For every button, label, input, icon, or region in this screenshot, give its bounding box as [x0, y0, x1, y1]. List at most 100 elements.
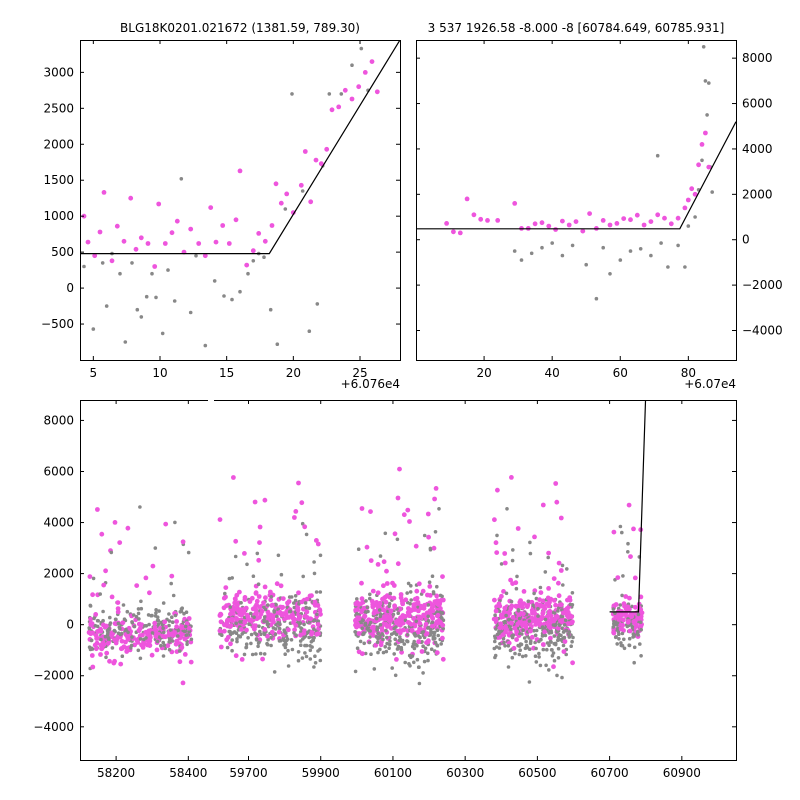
gray-data-point — [524, 639, 528, 644]
magenta-data-point — [120, 620, 126, 626]
gray-data-point — [528, 551, 533, 556]
y-tick-label: 500 — [51, 245, 74, 259]
gray-data-point — [639, 627, 643, 632]
gray-data-point — [303, 601, 308, 605]
x-tick-label: 60700 — [591, 766, 629, 780]
magenta-data-point — [276, 617, 281, 623]
magenta-data-point — [296, 480, 301, 486]
gray-data-point — [513, 651, 517, 656]
gray-data-point — [170, 615, 174, 619]
magenta-data-point — [383, 599, 389, 605]
gray-data-point — [562, 636, 566, 640]
magenta-data-point — [259, 608, 265, 614]
gray-data-point — [122, 617, 127, 621]
magenta-data-point — [286, 615, 292, 620]
gray-data-point — [167, 623, 171, 628]
magenta-data-point — [580, 228, 586, 234]
magenta-data-point — [244, 262, 250, 268]
panel-full-lightcurve: 58200 58400 59700 59900 60100 60300 60500 60700… — [33, 396, 737, 780]
magenta-data-point — [109, 258, 115, 264]
magenta-data-point — [308, 616, 313, 622]
magenta-data-point — [297, 614, 303, 620]
gray-data-point — [538, 585, 543, 590]
magenta-data-point — [239, 657, 245, 662]
magenta-data-point — [221, 605, 227, 611]
magenta-data-point — [188, 226, 194, 232]
magenta-data-point — [551, 664, 556, 670]
gray-data-point — [156, 618, 161, 623]
gray-data-point — [514, 586, 519, 591]
magenta-data-point — [675, 215, 681, 221]
gray-data-point — [304, 605, 309, 610]
magenta-data-point — [302, 149, 308, 154]
magenta-data-point — [403, 597, 409, 603]
magenta-data-point — [318, 611, 323, 617]
magenta-data-point — [158, 625, 163, 631]
magenta-data-point — [373, 642, 379, 648]
magenta-data-point — [308, 199, 314, 205]
magenta-data-point — [530, 618, 536, 624]
gray-data-point — [353, 669, 358, 674]
magenta-data-point — [90, 592, 95, 598]
gray-data-point — [533, 654, 538, 658]
magenta-data-point — [520, 604, 525, 610]
y-tick-label: 4000 — [742, 142, 773, 156]
magenta-data-point — [401, 627, 406, 633]
gray-data-point — [376, 650, 380, 655]
gray-data-point — [396, 611, 401, 615]
gray-data-point — [167, 647, 172, 652]
gray-data-point — [262, 255, 266, 259]
magenta-data-point — [438, 598, 444, 603]
magenta-data-point — [397, 466, 402, 472]
gray-data-point — [374, 616, 379, 621]
gray-data-point — [147, 622, 151, 627]
gray-data-point — [388, 591, 393, 596]
gray-data-point — [395, 647, 400, 651]
magenta-data-point — [304, 609, 310, 615]
magenta-data-point — [492, 597, 497, 603]
gray-data-point — [395, 537, 400, 542]
gray-data-point — [510, 558, 515, 563]
magenta-data-point — [242, 551, 247, 556]
magenta-data-point — [179, 645, 185, 650]
magenta-data-point — [242, 595, 248, 600]
magenta-data-point — [359, 596, 365, 602]
gray-data-point — [408, 664, 412, 668]
gray-data-point — [312, 665, 316, 669]
magenta-data-point — [222, 628, 227, 634]
gray-data-point — [276, 553, 281, 558]
gray-data-point — [415, 657, 420, 662]
gray-data-point — [99, 637, 103, 642]
magenta-data-point — [132, 642, 138, 648]
x-tick-label: 59700 — [229, 766, 267, 780]
gray-data-point — [666, 265, 670, 269]
gray-data-point — [710, 190, 714, 194]
magenta-data-point — [510, 581, 515, 586]
magenta-data-point — [502, 551, 508, 556]
gray-data-point — [372, 667, 377, 671]
magenta-data-point — [225, 634, 231, 640]
gray-data-point — [313, 661, 318, 665]
magenta-data-point — [498, 621, 504, 627]
magenta-data-point — [307, 593, 313, 599]
gray-data-point — [87, 626, 91, 630]
magenta-data-point — [417, 614, 422, 620]
gray-data-point — [308, 657, 313, 661]
magenta-data-point — [145, 241, 151, 246]
gray-data-point — [524, 654, 528, 658]
gray-data-point — [441, 626, 446, 631]
magenta-data-point — [299, 599, 305, 605]
magenta-data-point — [318, 161, 324, 167]
gray-data-point — [537, 639, 541, 644]
magenta-data-point — [293, 509, 299, 514]
gray-data-point — [531, 603, 535, 607]
gray-data-point — [299, 643, 303, 647]
magenta-data-point — [230, 612, 236, 617]
gray-data-point — [249, 641, 253, 646]
gray-data-point — [304, 532, 309, 537]
magenta-data-point — [152, 264, 158, 269]
gray-data-point — [136, 607, 141, 611]
magenta-data-point — [496, 601, 502, 607]
gray-data-point — [130, 261, 134, 265]
magenta-data-point — [269, 629, 275, 635]
